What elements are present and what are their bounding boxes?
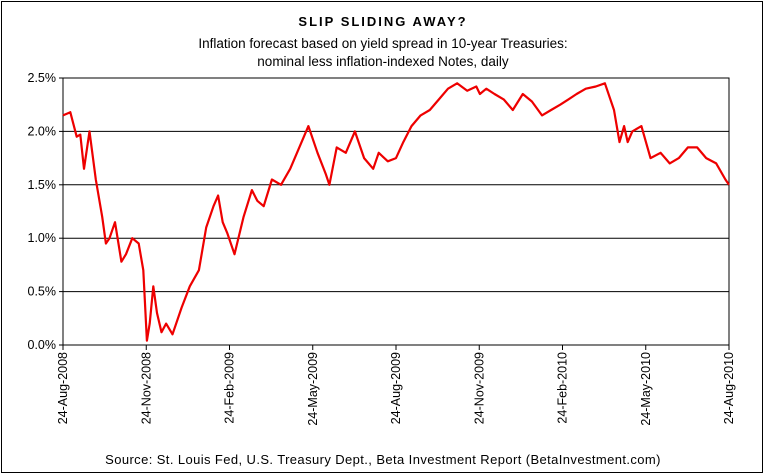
x-tick-label: 24-Aug-2008: [56, 352, 70, 424]
chart-subtitle-line-1: Inflation forecast based on yield spread…: [198, 36, 568, 51]
chart-subtitle-line-2: nominal less inflation-indexed Notes, da…: [257, 54, 509, 69]
x-tick-label: 24-Nov-2008: [139, 352, 153, 424]
y-tick-label: 1.0%: [28, 231, 57, 245]
y-tick-label: 2.0%: [28, 124, 57, 138]
series-line: [62, 82, 730, 342]
chart-title: SLIP SLIDING AWAY?: [298, 14, 468, 29]
x-tick-label: 24-Nov-2009: [472, 352, 486, 424]
plot-area: [62, 77, 730, 346]
x-tick-label: 24-Aug-2010: [722, 352, 736, 424]
x-tick-label: 24-Aug-2009: [389, 352, 403, 424]
x-tick-label: 24-May-2010: [639, 352, 653, 426]
y-tick-label: 2.5%: [28, 71, 57, 85]
y-tick-label: 0.0%: [28, 338, 57, 352]
y-tick-label: 0.5%: [28, 285, 57, 299]
x-tick-label: 24-May-2009: [306, 352, 320, 426]
y-tick-label: 1.5%: [28, 178, 57, 192]
chart-source: Source: St. Louis Fed, U.S. Treasury Dep…: [105, 452, 661, 467]
x-tick-label: 24-Feb-2010: [556, 352, 570, 424]
x-tick-label: 24-Feb-2009: [223, 352, 237, 424]
